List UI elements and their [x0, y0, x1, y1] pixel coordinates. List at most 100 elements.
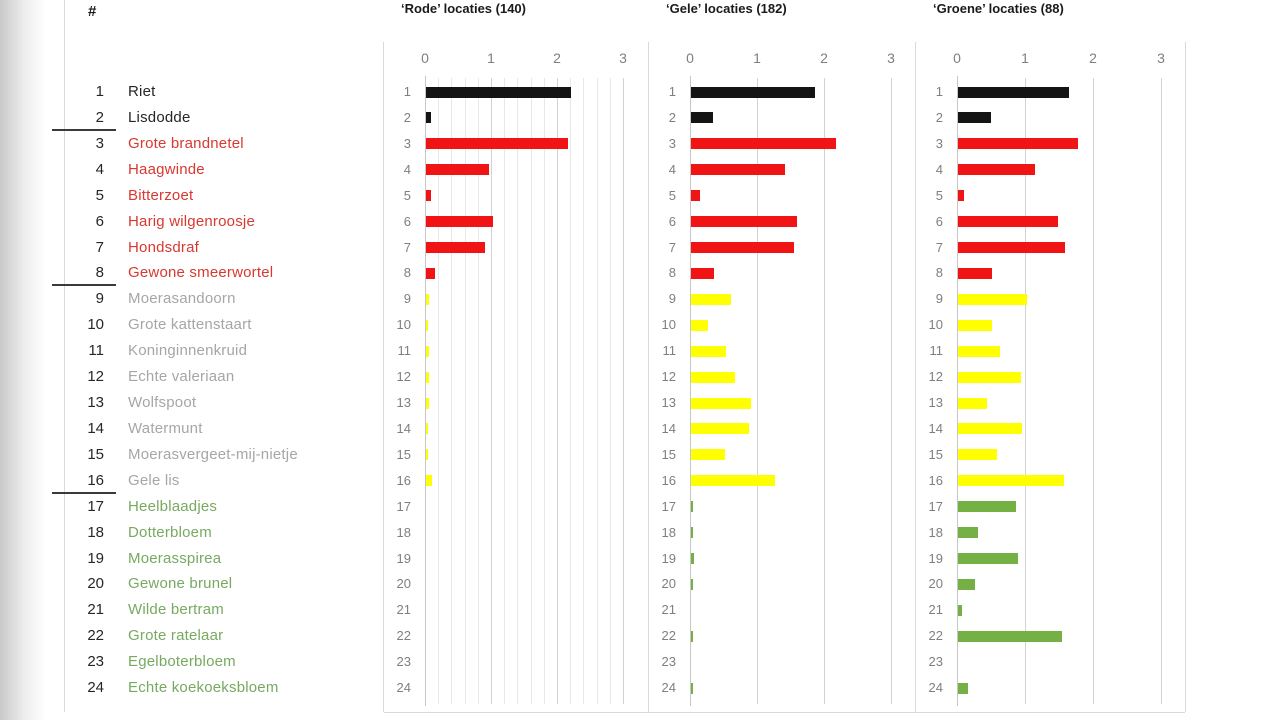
species-number: 2 — [95, 108, 104, 126]
species-number: 8 — [95, 264, 104, 282]
species-name: Egelboterbloem — [128, 653, 236, 671]
bar-red-row3 — [958, 138, 1079, 150]
x-axis-tick-label: 1 — [753, 50, 761, 66]
bar-yellow-row13 — [691, 397, 752, 409]
chart-row-number: 5 — [668, 187, 676, 203]
bar-red-row4 — [958, 164, 1035, 176]
chart-row-number: 2 — [935, 109, 943, 125]
chart-row-number: 21 — [928, 602, 943, 618]
bar-red-row5 — [691, 190, 700, 202]
bar-yellow-row13 — [426, 397, 430, 409]
chart-row-number: 8 — [403, 265, 411, 281]
species-number: 18 — [87, 523, 104, 541]
chart-row-number: 6 — [935, 213, 943, 229]
bar-yellow-row15 — [958, 449, 997, 461]
species-number: 4 — [95, 160, 104, 178]
chart-row-number: 19 — [928, 550, 943, 566]
chart-row-number: 24 — [396, 680, 411, 696]
y-axis-line — [425, 76, 426, 706]
species-number: 24 — [87, 679, 104, 697]
bar-red-row3 — [691, 138, 836, 150]
minor-gridline — [464, 78, 466, 704]
x-axis-tick-label: 3 — [1157, 50, 1165, 66]
chart-row-number: 2 — [403, 109, 411, 125]
chart-row-number: 3 — [668, 135, 676, 151]
species-number: 7 — [95, 238, 104, 256]
chart-row-number: 9 — [935, 291, 943, 307]
species-number: 11 — [88, 342, 104, 360]
bar-red-row6 — [958, 216, 1058, 228]
minor-gridline — [609, 78, 611, 704]
species-number: 20 — [87, 575, 104, 593]
species-number: 5 — [95, 186, 104, 204]
species-name: Hondsdraf — [128, 238, 200, 256]
chart-row-number: 15 — [396, 446, 411, 462]
species-name: Lisdodde — [128, 108, 191, 126]
bar-red-row8 — [958, 267, 992, 279]
species-name: Bitterzoet — [128, 186, 194, 204]
bar-green-row20 — [691, 578, 693, 590]
species-number: 10 — [87, 316, 104, 334]
chart-row-number: 8 — [935, 265, 943, 281]
species-number: 6 — [95, 212, 104, 230]
chart-row-number: 22 — [396, 628, 411, 644]
species-number: 3 — [95, 134, 104, 152]
bar-yellow-row12 — [958, 371, 1022, 383]
chart-row-number: 11 — [662, 343, 677, 359]
major-gridline — [1093, 78, 1094, 704]
bar-yellow-row10 — [691, 319, 708, 331]
x-axis-tick-label: 0 — [686, 50, 694, 66]
x-axis-tick-label: 1 — [1021, 50, 1029, 66]
chart-row-number: 24 — [661, 680, 676, 696]
bar-yellow-row10 — [426, 319, 428, 331]
x-axis-tick-label: 3 — [887, 50, 895, 66]
species-name: Riet — [128, 83, 156, 100]
species-name: Koninginnenkruid — [128, 342, 248, 360]
chart-row-number: 11 — [929, 343, 944, 359]
bar-red-row7 — [426, 242, 486, 254]
chart-row-number: 23 — [661, 654, 676, 670]
chart-row-number: 3 — [935, 135, 943, 151]
bar-green-row19 — [958, 553, 1018, 565]
chart-row-number: 12 — [661, 369, 676, 385]
species-name: Harig wilgenroosje — [128, 212, 255, 230]
bar-red-row6 — [426, 216, 494, 228]
chart-row-number: 1 — [403, 84, 411, 99]
chart-row-number: 15 — [928, 446, 943, 462]
species-name: Moerasvergeet-mij-nietje — [128, 445, 298, 463]
group-separator — [52, 491, 116, 494]
minor-gridline — [517, 78, 519, 704]
species-name: Gewone smeerwortel — [128, 264, 274, 282]
bar-green-row21 — [958, 604, 963, 616]
chart-row-number: 2 — [668, 109, 676, 125]
panel-divider — [1185, 42, 1186, 712]
chart-row-number: 1 — [668, 84, 676, 99]
bar-yellow-row12 — [426, 371, 429, 383]
bar-green-row17 — [691, 501, 693, 513]
bar-yellow-row16 — [958, 475, 1065, 487]
bar-green-row18 — [958, 527, 978, 539]
species-name: Gewone brunel — [128, 575, 233, 593]
minor-gridline — [570, 78, 572, 704]
group-separator — [52, 284, 116, 287]
major-gridline — [1025, 78, 1026, 704]
chart-row-number: 20 — [661, 576, 676, 592]
chart-title: ‘Groene’ locaties (88) — [933, 1, 1064, 16]
chart-row-number: 4 — [403, 161, 411, 177]
panel-divider — [915, 42, 916, 712]
bar-yellow-row13 — [958, 397, 988, 409]
chart-row-number: 19 — [661, 550, 676, 566]
species-number: 1 — [95, 83, 104, 100]
species-name: Dotterbloem — [128, 523, 212, 541]
chart-row-number: 4 — [668, 161, 676, 177]
bar-yellow-row9 — [426, 293, 430, 305]
minor-gridline — [543, 78, 545, 704]
chart-title: ‘Rode’ locaties (140) — [401, 1, 526, 16]
chart-row-number: 18 — [928, 524, 943, 540]
chart-row-number: 16 — [661, 472, 676, 488]
x-axis-tick-label: 2 — [1089, 50, 1097, 66]
bar-yellow-row16 — [426, 475, 432, 487]
species-number: 21 — [87, 601, 104, 619]
bar-yellow-row9 — [691, 293, 732, 305]
species-name: Echte koekoeksbloem — [128, 679, 279, 697]
